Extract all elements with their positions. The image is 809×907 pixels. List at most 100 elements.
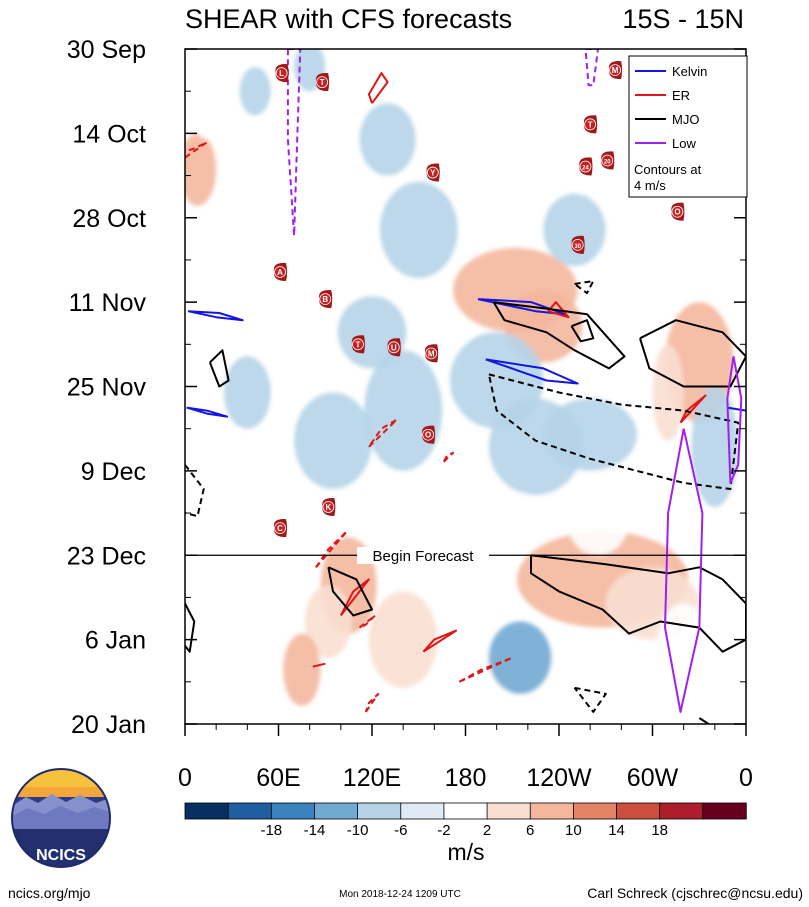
colorbar-tick-label: -2 [437,822,450,839]
colorbar-swatch [616,802,661,820]
storm-eye [609,64,621,76]
colorbar-swatch [357,802,402,820]
colorbar-swatch [314,802,359,820]
heat-blob [185,272,229,369]
storm-marker: O [421,425,436,444]
colorbar-tick-label: -14 [304,822,326,839]
contour-mjo [530,554,746,653]
storm-label: T [320,78,325,87]
colorbar-tick-label: 10 [565,822,582,839]
storm-marker: U [387,338,401,357]
heat-blob [359,103,416,176]
storm-marker: 30 [571,235,585,254]
y-tick-label: 30 Sep [67,36,146,64]
storm-label: O [425,431,431,440]
y-tick-label: 28 Oct [72,205,146,233]
contour-mjo [185,464,205,518]
x-tick-label: 0 [178,764,192,792]
heat-blob [543,398,637,471]
contour-er [358,614,377,629]
contour-er [315,530,349,568]
storm-label: 30 [574,244,581,250]
y-tick-label: 23 Dec [67,542,146,570]
heat-blob [294,392,372,489]
heat-blob [304,585,352,658]
colorbar-swatch [400,802,445,820]
x-tick-label: 180 [445,764,487,792]
storm-eye [601,154,614,167]
heat-blob [364,350,443,471]
storm-marker: T [315,73,330,92]
legend-label-mjo: MJO [672,112,699,127]
storm-label: U [391,343,397,352]
y-axis: 30 Sep 14 Oct 28 Oct 11 Nov 25 Nov 9 Dec 23 De… [67,36,746,739]
contour-kelvin [727,406,746,412]
colorbar-tick-label: -18 [260,822,282,839]
colorbar-tick-label: -6 [394,822,407,839]
heat-blob [337,296,407,369]
heat-blob [283,633,321,706]
colorbar-swatch [702,802,747,820]
x-tick-label: 0 [739,764,753,792]
x-tick-label: 60E [256,764,300,792]
storm-eye [319,293,332,306]
storm-label: T [588,120,593,129]
contour-er [458,656,514,683]
chart-region: 15S - 15N [622,4,744,34]
storm-marker: K [322,497,336,517]
legend-box [628,55,748,198]
contour-mjo [487,373,740,490]
x-tick-label: 60W [627,764,679,792]
storm-eye [352,338,364,351]
forecast-label: Begin Forecast [373,548,475,565]
storm-eye [426,166,439,179]
storm-marker: 20 [601,151,615,170]
storm-marker: M [424,344,439,363]
storm-label: M [428,349,435,358]
contour-mjo [185,603,196,653]
contour-er [442,451,454,463]
storm-eye [425,347,438,360]
y-tick-label: 20 Jan [71,711,146,739]
colorbar-swatch [572,802,618,820]
contour-er [422,629,458,653]
storm-marker: A [273,262,288,281]
storm-eye [274,266,286,278]
x-axis: 0 60E 120E 180 120W 60W 0 [178,48,753,792]
ncics-logo: NCICS [11,768,111,868]
storm-label: B [322,295,328,304]
storm-eye [571,238,584,251]
colorbar-tick-label: 2 [483,822,491,839]
contour-mjo [698,717,710,724]
storm-eye [387,341,400,354]
legend-note-line1: Contours at [634,162,702,177]
heat-blob [655,603,712,700]
storm-label: 24 [582,166,589,172]
contour-low [286,49,302,237]
footer-author: Carl Schreck (cjschrec@ncsu.edu) [587,885,803,901]
contour-er [547,301,570,319]
heat-blob [543,193,606,266]
legend-note-line2: 4 m/s [634,178,666,193]
storm-label: O [674,208,680,217]
storm-marker: Y [426,163,440,182]
heat-blob [566,482,630,556]
contour-er [364,692,380,713]
heat-blob [691,386,739,508]
legend-label-low: Low [672,136,696,151]
storm-marker: T [351,335,365,354]
storm-label: 20 [604,159,611,165]
colorbar-swatch [270,802,316,820]
colorbar-tick-label: -10 [347,822,369,839]
heat-blob [449,332,544,429]
y-tick-label: 14 Oct [72,120,146,148]
heat-blob [453,669,510,724]
contour-er [679,394,707,424]
storm-marker: B [319,290,333,309]
storm-eye [274,522,286,535]
y-tick-label: 6 Jan [85,627,146,655]
contour-mjo [492,301,626,370]
colorbar: -18 -14 -10 -6 -2 2 6 10 14 18 [184,802,747,839]
contour-er [367,72,389,104]
